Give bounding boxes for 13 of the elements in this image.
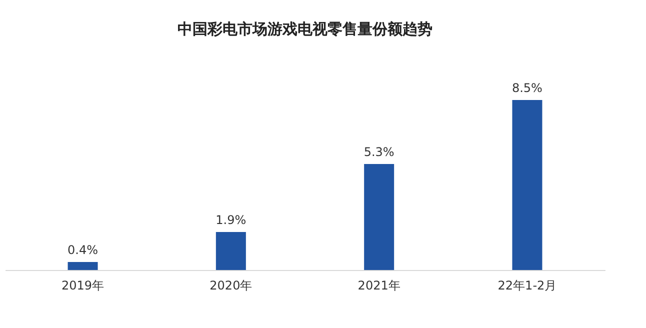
bar: [216, 232, 246, 270]
data-label: 5.3%: [364, 145, 394, 159]
x-tick-label: 2019年: [62, 278, 104, 292]
bar: [68, 262, 98, 270]
x-tick-label: 22年1-2月: [498, 278, 557, 292]
bar: [364, 164, 394, 270]
data-label: 0.4%: [68, 243, 98, 257]
bar: [512, 100, 542, 270]
data-label: 8.5%: [512, 81, 542, 95]
data-label: 1.9%: [216, 213, 246, 227]
chart-title: 中国彩电市场游戏电视零售量份额趋势: [178, 20, 432, 38]
x-tick-label: 2020年: [210, 278, 252, 292]
x-tick-label: 2021年: [358, 278, 400, 292]
